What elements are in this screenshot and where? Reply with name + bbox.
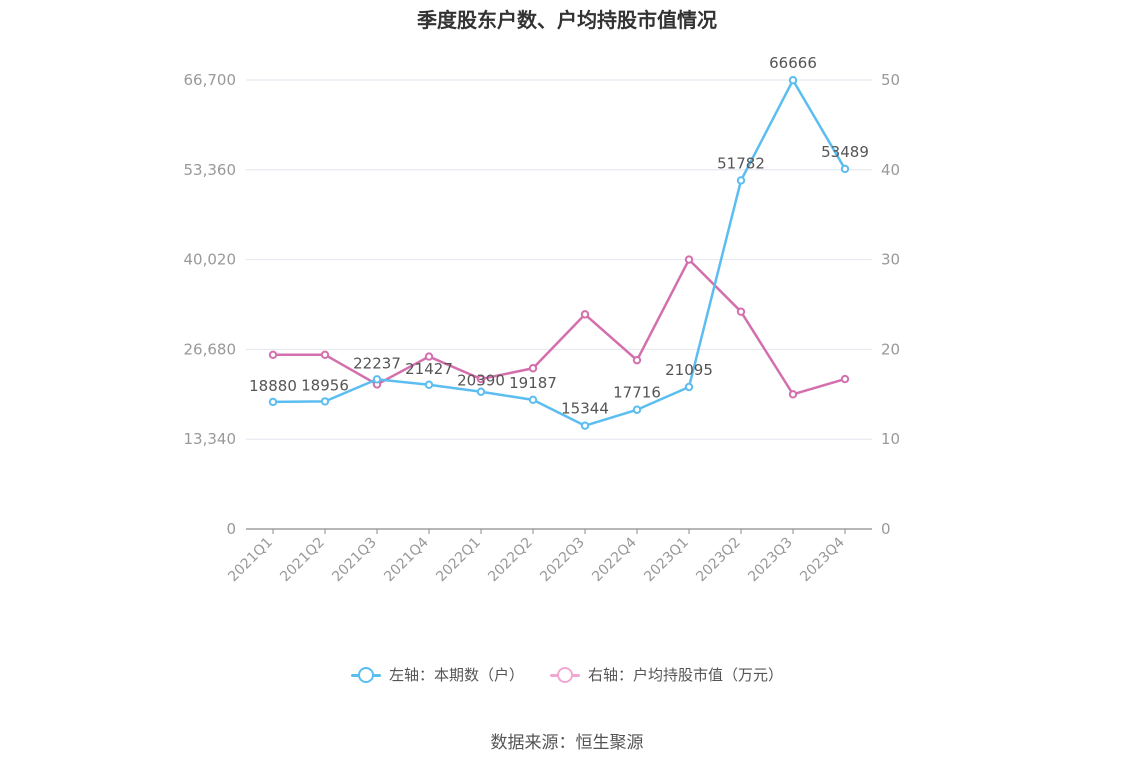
right-series-point — [528, 364, 538, 373]
right-tick-label: 50 — [881, 71, 900, 89]
right-tick-label: 30 — [881, 251, 900, 269]
left-series-point — [580, 421, 590, 430]
left-axis: 0 13,340 26,680 40,020 53,360 66,700 — [184, 71, 237, 538]
source-note: 数据来源：恒生聚源 — [490, 733, 644, 753]
x-tick-label: 2023Q2 — [693, 535, 744, 586]
right-series-point — [840, 374, 850, 384]
right-series-point — [268, 350, 278, 359]
data-label: 53489 — [821, 143, 869, 161]
data-label: 15344 — [561, 400, 609, 418]
right-tick-label: 20 — [881, 340, 900, 358]
data-label: 22237 — [353, 354, 401, 372]
left-series-point — [476, 387, 486, 396]
data-label: 18880 — [249, 377, 297, 395]
x-tick-label: 2021Q3 — [329, 535, 380, 586]
x-tick-label: 2022Q2 — [485, 535, 536, 586]
series-left — [268, 76, 850, 430]
right-axis: 0 10 20 30 40 50 — [881, 71, 900, 538]
right-tick-label: 10 — [881, 430, 900, 448]
left-tick-label: 53,360 — [184, 161, 237, 179]
right-series-point — [580, 310, 590, 319]
left-series-point — [840, 164, 850, 174]
right-series-point — [736, 307, 746, 316]
x-tick-label: 2023Q3 — [745, 535, 796, 586]
x-tick-label: 2022Q1 — [433, 535, 484, 586]
left-series-line — [272, 78, 847, 427]
x-axis: 2021Q1 2021Q2 2021Q3 2021Q4 2022Q1 2022Q2 2022… — [225, 528, 872, 586]
legend-marker-left — [350, 666, 381, 683]
left-tick-label: 40,020 — [184, 251, 237, 269]
right-tick-label: 0 — [881, 520, 891, 538]
left-series-point — [788, 76, 798, 85]
legend-marker-right — [550, 666, 580, 683]
x-tick-label: 2021Q4 — [381, 534, 432, 585]
left-series-point — [424, 380, 434, 389]
right-series-point — [476, 374, 486, 384]
data-label: 18956 — [301, 376, 349, 394]
left-series-point — [632, 405, 642, 414]
left-series-point — [372, 375, 382, 384]
x-tick-label: 2022Q4 — [589, 534, 640, 585]
left-series-point — [268, 397, 278, 407]
right-series-point — [320, 350, 330, 359]
right-series-point — [632, 355, 642, 365]
left-series-point — [528, 395, 538, 405]
legend-label-right: 右轴：户均持股市值（万元） — [588, 666, 784, 684]
legend-item-right[interactable]: 右轴：户均持股市值（万元） — [550, 664, 783, 685]
legend: 左轴：本期数（户） 右轴：户均持股市值（万元） — [0, 664, 1134, 685]
left-tick-label: 66,700 — [184, 71, 237, 89]
x-tick-label: 2021Q2 — [277, 535, 328, 586]
legend-item-left[interactable]: 左轴：本期数（户） — [350, 664, 524, 685]
left-tick-label: 26,680 — [184, 340, 237, 358]
data-label: 20390 — [457, 372, 505, 390]
left-tick-label: 0 — [226, 520, 236, 538]
x-tick-label: 2022Q3 — [537, 535, 588, 586]
right-series-point — [424, 352, 434, 361]
data-label: 17716 — [613, 384, 661, 402]
x-tick-label: 2023Q1 — [641, 535, 692, 586]
data-label: 51782 — [717, 154, 765, 172]
data-label: 19187 — [509, 374, 557, 392]
data-label: 21095 — [665, 361, 713, 379]
left-series-point — [736, 176, 746, 185]
grid-lines — [246, 79, 872, 440]
left-series-point — [320, 397, 330, 406]
x-tick-label: 2023Q4 — [797, 534, 848, 585]
x-tick-label: 2021Q1 — [225, 535, 276, 586]
right-tick-label: 40 — [881, 161, 900, 179]
chart-title: 季度股东户数、户均持股市值情况 — [417, 8, 717, 32]
left-series-point — [684, 382, 694, 392]
right-series-point — [788, 390, 798, 399]
right-series-line — [273, 258, 846, 396]
data-label: 21427 — [405, 360, 453, 378]
legend-label-left: 左轴：本期数（户） — [388, 666, 524, 684]
data-label: 66666 — [769, 54, 817, 72]
right-series-point — [684, 255, 694, 264]
series-right — [268, 255, 850, 399]
left-tick-label: 13,340 — [184, 430, 237, 448]
